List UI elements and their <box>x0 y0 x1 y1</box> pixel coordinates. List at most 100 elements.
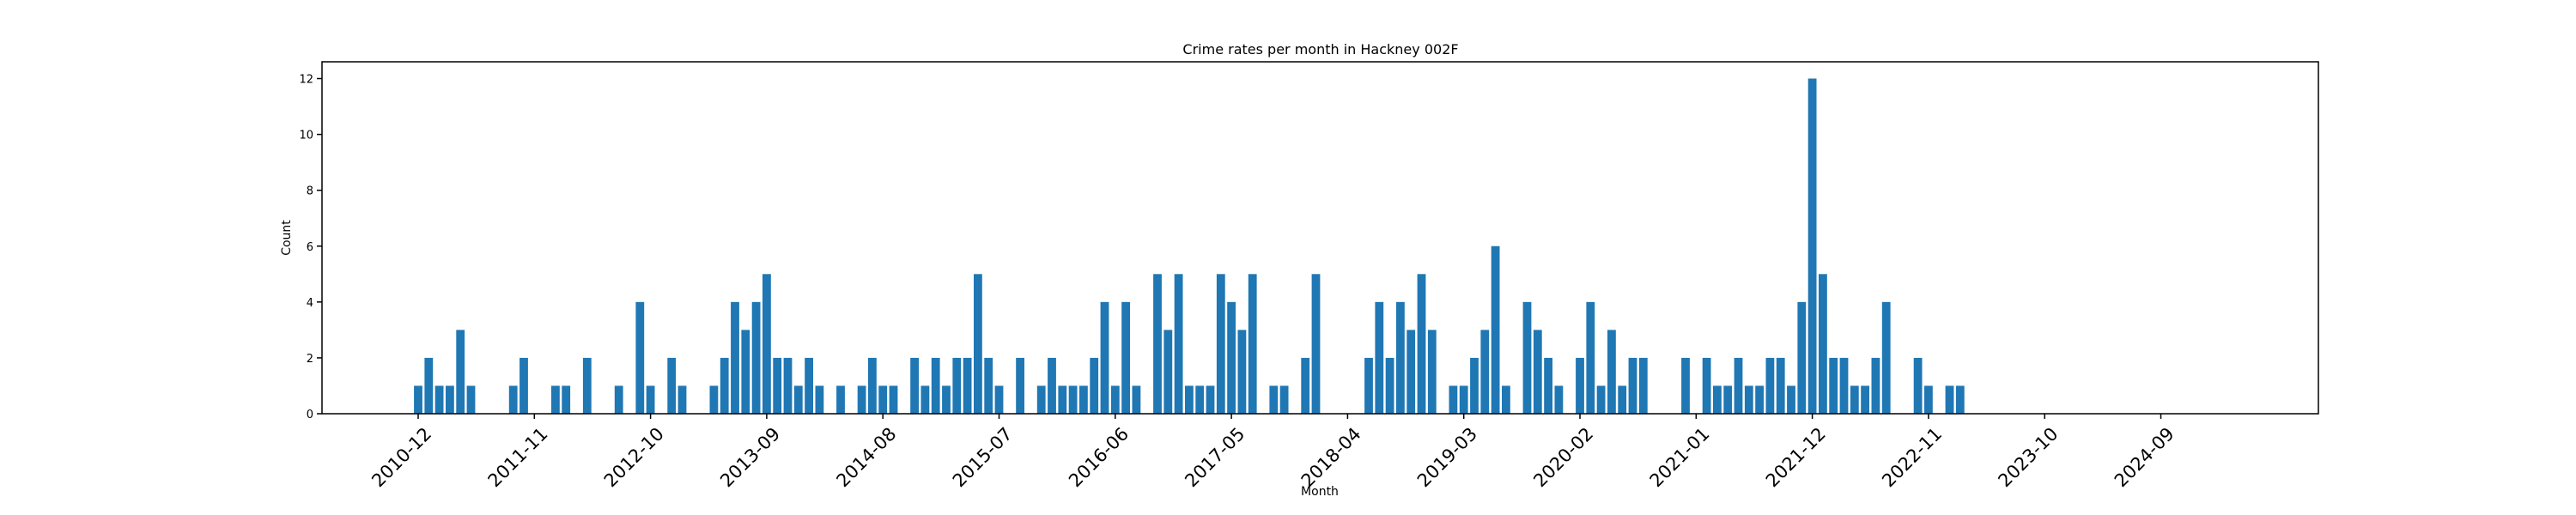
bar-2017-03 <box>1206 385 1215 414</box>
bar-2015-07 <box>994 385 1004 414</box>
bar-2011-01 <box>424 357 434 414</box>
bar-2019-06 <box>1491 245 1500 414</box>
bar-2016-01 <box>1058 385 1067 414</box>
bar-2014-09 <box>889 385 898 414</box>
bar-2016-11 <box>1163 330 1173 414</box>
bar-2022-03 <box>1839 357 1849 414</box>
bar-2021-08 <box>1765 357 1775 414</box>
bar-2019-04 <box>1470 357 1479 414</box>
bar-2019-05 <box>1480 330 1490 414</box>
bar-2018-09 <box>1396 301 1405 414</box>
bar-2011-05 <box>466 385 476 414</box>
x-tick-label-2012-10: 2012-10 <box>600 423 668 491</box>
bar-2020-12 <box>1681 357 1690 414</box>
bar-2012-09 <box>635 301 645 414</box>
bar-2022-02 <box>1829 357 1838 414</box>
x-tick-label-2018-04: 2018-04 <box>1297 423 1365 491</box>
bar-2020-03 <box>1586 301 1595 414</box>
x-tick-label-2014-08: 2014-08 <box>832 423 900 491</box>
bar-2013-04 <box>709 385 719 414</box>
x-tick-label-2020-02: 2020-02 <box>1529 423 1597 491</box>
bar-2021-09 <box>1776 357 1785 414</box>
x-tick-label-2022-11: 2022-11 <box>1878 423 1946 491</box>
bar-2016-02 <box>1068 385 1078 414</box>
bar-2017-01 <box>1185 385 1194 414</box>
bar-2013-10 <box>773 357 782 414</box>
x-tick-label-2021-01: 2021-01 <box>1646 423 1714 491</box>
y-axis-label: Count <box>280 220 294 256</box>
bar-2016-08 <box>1132 385 1141 414</box>
bar-2021-10 <box>1787 385 1795 414</box>
bar-2015-01 <box>931 357 940 414</box>
x-tick-label-2013-09: 2013-09 <box>716 423 784 491</box>
bar-2019-07 <box>1502 385 1510 414</box>
bar-2014-04 <box>836 385 845 414</box>
x-tick-label-2010-12: 2010-12 <box>368 423 435 491</box>
x-tick-label-2011-11: 2011-11 <box>484 423 552 491</box>
x-tick-label-2019-03: 2019-03 <box>1413 423 1481 491</box>
bar-2016-03 <box>1079 385 1088 414</box>
bar-2015-09 <box>1016 357 1024 414</box>
bar-2017-06 <box>1237 330 1247 414</box>
bar-2012-10 <box>646 385 655 414</box>
bar-2021-02 <box>1702 357 1711 414</box>
bar-2016-10 <box>1153 274 1162 414</box>
bar-2021-12 <box>1807 78 1817 415</box>
bar-2015-05 <box>974 274 982 414</box>
bar-2021-11 <box>1797 301 1807 414</box>
y-tick-label-6: 6 <box>307 241 313 254</box>
bar-2015-03 <box>952 357 962 414</box>
bar-2017-12 <box>1301 357 1310 414</box>
chart-title: Crime rates per month in Hackney 002F <box>1182 41 1458 58</box>
bar-2015-11 <box>1036 385 1046 414</box>
y-tick-label-0: 0 <box>307 409 313 421</box>
bar-2013-05 <box>720 357 729 414</box>
bar-2020-05 <box>1607 330 1616 414</box>
bar-2020-02 <box>1576 357 1584 414</box>
bars-group <box>414 78 1965 415</box>
bar-2022-04 <box>1850 385 1859 414</box>
bar-2018-12 <box>1427 330 1437 414</box>
bar-2013-09 <box>762 274 771 414</box>
bar-2014-02 <box>815 385 824 414</box>
bar-2019-02 <box>1449 385 1458 414</box>
bar-2013-12 <box>793 385 803 414</box>
bar-2013-07 <box>741 330 750 414</box>
bar-2014-08 <box>878 385 888 414</box>
bar-2017-04 <box>1216 274 1225 414</box>
bar-2021-03 <box>1713 385 1722 414</box>
y-tick-label-4: 4 <box>307 297 313 310</box>
bar-2014-06 <box>857 385 866 414</box>
y-tick-label-12: 12 <box>299 74 313 87</box>
bar-2020-07 <box>1628 357 1637 414</box>
x-tick-label-2023-10: 2023-10 <box>1994 423 2062 491</box>
bar-2023-01 <box>1945 385 1954 414</box>
bar-2018-06 <box>1364 357 1373 414</box>
bar-2011-04 <box>456 330 465 414</box>
bar-2022-11 <box>1924 385 1933 414</box>
x-axis-label: Month <box>1301 485 1339 499</box>
bar-2019-11 <box>1544 357 1552 414</box>
y-tick-label-2: 2 <box>307 353 313 366</box>
bar-2012-04 <box>582 357 592 414</box>
x-tick-label-2017-05: 2017-05 <box>1181 423 1249 491</box>
bar-2014-01 <box>805 357 813 414</box>
bar-2013-08 <box>751 301 761 414</box>
bar-2018-01 <box>1311 274 1321 414</box>
bar-2011-10 <box>519 357 528 414</box>
bar-2017-10 <box>1279 385 1289 414</box>
bar-2020-06 <box>1618 385 1627 414</box>
bar-2022-10 <box>1913 357 1923 414</box>
bar-2017-09 <box>1269 385 1279 414</box>
x-tick-label-2016-06: 2016-06 <box>1065 423 1133 491</box>
y-tick-label-8: 8 <box>307 185 313 198</box>
bar-2011-02 <box>434 385 444 414</box>
bar-2013-11 <box>783 357 793 414</box>
bar-2011-09 <box>508 385 518 414</box>
bar-2023-02 <box>1955 385 1965 414</box>
bar-2017-07 <box>1248 274 1257 414</box>
bar-2018-08 <box>1385 357 1394 414</box>
bar-2020-04 <box>1596 385 1606 414</box>
bar-2016-05 <box>1100 301 1109 414</box>
